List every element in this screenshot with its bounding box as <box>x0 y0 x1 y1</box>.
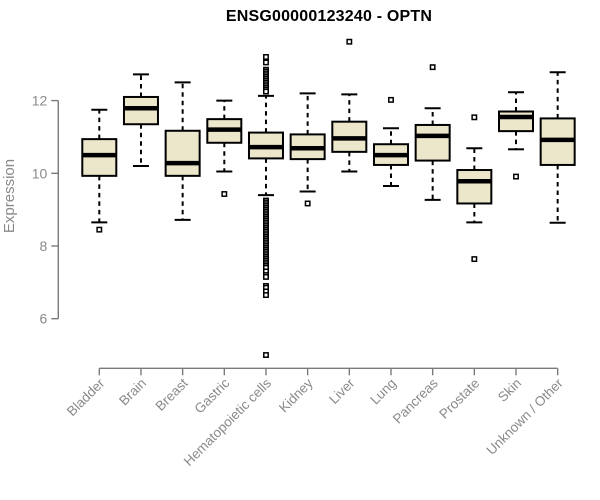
outlier-point <box>346 38 353 45</box>
box <box>498 110 534 133</box>
x-tick-label: Pancreas <box>390 375 441 426</box>
outlier-point <box>263 273 269 280</box>
x-tick-label: Kidney <box>276 375 316 415</box>
box <box>164 129 201 177</box>
outlier-point <box>263 352 269 359</box>
outlier-point <box>471 256 478 263</box>
y-tick-label: 10 <box>32 165 48 181</box>
box <box>414 123 451 162</box>
outlier-point <box>388 96 394 103</box>
x-tick-label: Breast <box>153 375 191 413</box>
x-tick-label: Skin <box>495 376 524 405</box>
outlier-point <box>513 173 519 180</box>
outlier-point <box>471 114 478 121</box>
outlier-point <box>263 88 269 95</box>
outlier-point <box>96 226 103 233</box>
box <box>122 95 159 126</box>
box <box>81 138 118 177</box>
x-tick-label: Unknown / Other <box>484 375 567 458</box>
y-tick-label: 12 <box>32 93 48 109</box>
outlier-point <box>263 59 269 66</box>
x-tick-label: Gastric <box>192 375 233 416</box>
y-tick-label: 8 <box>40 238 48 254</box>
outlier-point <box>429 64 436 71</box>
chart-title: ENSG00000123240 - OPTN <box>225 8 433 25</box>
x-tick-label: Lung <box>367 376 399 408</box>
box <box>456 169 493 205</box>
outlier-point <box>304 200 311 207</box>
x-tick-label: Liver <box>326 375 358 407</box>
x-tick-label: Brain <box>116 376 149 409</box>
x-tick-label: Bladder <box>64 375 108 419</box>
y-axis-title: Expression <box>1 159 18 233</box>
outlier-point <box>263 292 269 299</box>
y-tick-label: 6 <box>40 311 48 327</box>
outlier-point <box>221 191 228 197</box>
x-tick-label: Prostate <box>436 376 482 422</box>
outlier-point <box>263 54 269 60</box>
